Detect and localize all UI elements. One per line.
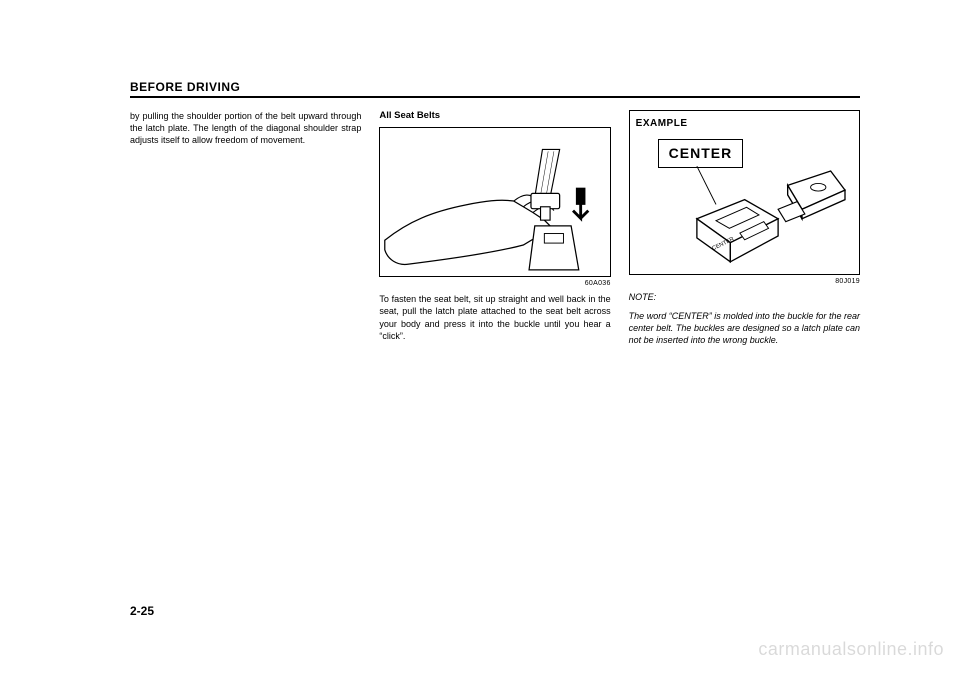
figure2-code: 80J019 — [629, 277, 860, 286]
seatbelt-illustration — [380, 128, 609, 276]
col2-paragraph: To fasten the seat belt, sit up straight… — [379, 293, 610, 342]
watermark: carmanualsonline.info — [758, 639, 944, 660]
col2-heading: All Seat Belts — [379, 110, 610, 123]
figure-seatbelt-click — [379, 127, 610, 277]
figure1-code: 60A036 — [379, 279, 610, 288]
note-body: The word “CENTER” is molded into the buc… — [629, 310, 860, 346]
column-3: EXAMPLE CENTER CENTER — [629, 110, 860, 352]
section-title: BEFORE DRIVING — [130, 80, 860, 94]
column-1: by pulling the shoulder portion of the b… — [130, 110, 361, 352]
page-number: 2-25 — [130, 604, 154, 618]
header-rule — [130, 96, 860, 98]
center-buckle-illustration: CENTER — [630, 111, 859, 274]
note-heading: NOTE: — [629, 291, 860, 303]
column-2: All Seat Belts — [379, 110, 610, 352]
manual-page: BEFORE DRIVING by pulling the shoulder p… — [0, 0, 960, 678]
col1-paragraph: by pulling the shoulder portion of the b… — [130, 110, 361, 146]
figure-center-buckle: EXAMPLE CENTER CENTER — [629, 110, 860, 275]
content-columns: by pulling the shoulder portion of the b… — [130, 110, 860, 352]
